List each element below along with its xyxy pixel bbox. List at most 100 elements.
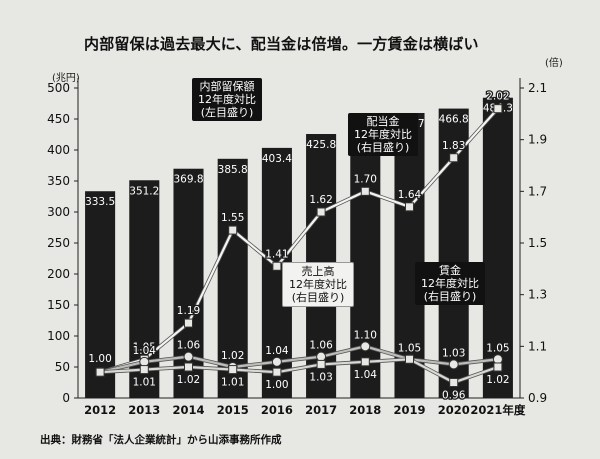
left-tick-label: 250	[47, 236, 70, 250]
bar-value-label: 425.8	[306, 139, 336, 151]
point-label-sales: 1.04	[265, 345, 289, 357]
bar-value-label: 466.8	[439, 114, 469, 126]
point-label-sales: 1.10	[354, 329, 377, 341]
point-label-wages: 1.04	[354, 369, 378, 381]
point-label-dividends: 1.00	[88, 354, 111, 366]
bar-retained-earnings	[85, 191, 116, 398]
callout-dividends: 配当金 12年度対比 (右目盛り)	[348, 113, 418, 156]
point-dividends	[272, 261, 282, 271]
point-wages	[139, 365, 149, 375]
line-sales	[99, 345, 499, 374]
bar-value-label: 385.8	[218, 164, 248, 176]
point-label-wages: 1.02	[177, 374, 200, 386]
line-dividends	[99, 107, 499, 374]
callout-wages: 賃金 12年度対比 (右目盛り)	[415, 262, 485, 305]
point-label-dividends: 1.64	[398, 189, 422, 201]
bar-value-label: 333.5	[85, 196, 115, 208]
callout-sales-line1: 売上高	[301, 265, 335, 278]
x-tick-label: 2018	[349, 403, 381, 417]
left-tick-label: 450	[47, 112, 70, 126]
callout-dividends-line2: 12年度対比	[354, 128, 412, 141]
point-label-sales: 1.02	[221, 350, 244, 362]
point-label-base-year: 1.00	[88, 353, 111, 365]
callout-wages-line2: 12年度対比	[421, 277, 479, 290]
point-label-dividends: 1.70	[354, 173, 377, 185]
point-wages	[228, 365, 238, 375]
x-tick-label: 2013	[128, 403, 160, 417]
point-label-wages: 1.01	[133, 377, 156, 389]
left-tick-label: 300	[47, 205, 70, 219]
point-sales	[316, 351, 327, 362]
right-axis-unit: (倍)	[545, 58, 563, 69]
point-label-sales: 1.06	[309, 340, 333, 352]
bar-value-label: 351.2	[129, 185, 159, 197]
callout-sales-line3: (右目盛り)	[291, 291, 345, 304]
x-tick-label: 2012	[84, 403, 116, 417]
point-label-sales: 1.03	[442, 347, 465, 359]
point-wages	[449, 378, 459, 387]
left-tick-label: 400	[47, 143, 70, 157]
x-tick-label: 2015	[217, 403, 249, 417]
point-sales	[183, 351, 194, 362]
left-tick-label: 350	[47, 174, 70, 188]
line-wages	[100, 358, 499, 384]
point-dividends	[449, 153, 459, 163]
bar-value-label: 369.8	[173, 174, 203, 186]
point-sales	[448, 359, 459, 370]
point-wages	[316, 359, 326, 369]
point-sales	[139, 356, 150, 367]
point-wages	[493, 362, 503, 372]
point-label-wages: 1.01	[221, 377, 244, 389]
callout-wages-line1: 賃金	[439, 264, 461, 277]
bar-value-label: 403.4	[262, 153, 292, 165]
point-label-dividends: 1.19	[177, 305, 200, 317]
right-tick-label: 1.5	[528, 236, 547, 250]
callout-sales: 売上高 12年度対比 (右目盛り)	[282, 262, 354, 307]
point-label-dividends: 1.83	[442, 140, 465, 152]
callout-wages-line3: (右目盛り)	[423, 290, 477, 303]
point-label-wages: 1.03	[309, 371, 332, 383]
point-label-wages: 1.02	[486, 374, 509, 386]
point-wages	[405, 354, 414, 364]
right-tick-label: 1.7	[528, 184, 547, 198]
point-sales	[492, 354, 503, 365]
point-label-dividends: 2.02	[486, 91, 509, 103]
bar-retained-earnings	[394, 112, 425, 399]
point-wages	[184, 362, 193, 372]
point-label-sales: 1.04	[133, 345, 157, 357]
left-tick-label: 0	[62, 391, 70, 405]
x-tick-label: 2017	[305, 403, 337, 417]
point-wages	[272, 367, 282, 377]
point-dividends	[316, 207, 326, 217]
left-tick-label: 500	[47, 81, 70, 95]
point-dividends	[405, 202, 414, 212]
point-label-wages: 1.00	[265, 379, 288, 391]
callout-dividends-line3: (右目盛り)	[356, 141, 410, 154]
x-tick-label: 2019	[393, 403, 425, 417]
point-label-sales: 1.05	[486, 342, 509, 354]
source-note: 出典：財務省「法人企業統計」から山添事務所作成	[40, 434, 282, 446]
point-dividends	[360, 186, 370, 196]
left-tick-label: 50	[55, 360, 70, 374]
left-axis-unit: (兆円)	[52, 73, 80, 84]
left-tick-label: 200	[47, 267, 70, 281]
right-tick-label: 2.1	[528, 81, 547, 95]
bar-retained-earnings	[482, 97, 513, 398]
point-sales	[271, 356, 282, 367]
point-label-sales: 1.06	[177, 340, 201, 352]
right-tick-label: 1.9	[528, 133, 547, 147]
x-tick-label: 2021年度	[470, 403, 526, 417]
bar-retained-earnings	[217, 158, 248, 398]
x-tick-label: 2016	[261, 403, 293, 417]
chart-title: 内部留保は過去最大に、配当金は倍増。一方賃金は横ばい	[84, 35, 479, 53]
x-tick-label: 2020	[438, 403, 470, 417]
point-label-wages: 0.96	[442, 390, 466, 402]
point-sales	[360, 341, 371, 352]
point-label-dividends: 1.55	[221, 212, 244, 224]
callout-retained-earnings-line2: 12年度対比	[198, 93, 256, 106]
point-dividends	[493, 104, 503, 114]
right-tick-label: 1.1	[528, 339, 547, 353]
callout-retained-earnings: 内部留保額 12年度対比 (左目盛り)	[192, 78, 262, 121]
callout-retained-earnings-line3: (左目盛り)	[200, 106, 254, 119]
